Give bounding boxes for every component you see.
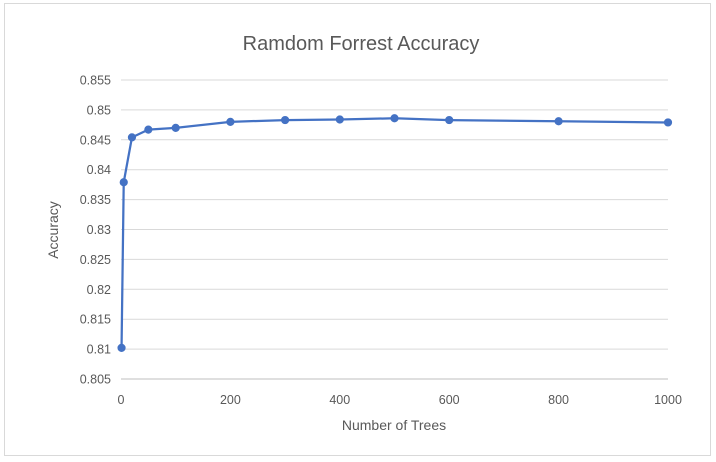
data-point [171, 123, 180, 132]
x-tick-labels: 0 200 400 600 800 1000 [118, 393, 682, 407]
chart-title: Ramdom Forrest Accuracy [243, 33, 480, 55]
x-tick-label: 600 [439, 393, 460, 407]
y-tick-label: 0.85 [87, 103, 111, 117]
x-tick-label: 400 [329, 393, 350, 407]
y-tick-label: 0.835 [80, 193, 111, 207]
y-tick-label: 0.845 [80, 133, 111, 147]
data-point [445, 115, 454, 125]
y-tick-label: 0.825 [80, 253, 111, 267]
x-tick-label: 0 [118, 393, 125, 407]
data-point [663, 118, 673, 127]
gridlines [121, 79, 668, 350]
series [117, 114, 673, 353]
data-point [119, 178, 128, 187]
data-point [335, 115, 344, 124]
y-tick-label: 0.83 [87, 223, 111, 237]
x-tick-label: 800 [548, 393, 569, 407]
y-tick-label: 0.855 [80, 74, 111, 88]
data-point [127, 133, 137, 142]
data-point [554, 117, 563, 126]
y-axis-title: Accuracy [45, 201, 61, 259]
x-tick-label: 1000 [654, 393, 682, 407]
y-tick-labels: 0.805 0.81 0.815 0.82 0.825 0.83 0.835 0.84 0.84… [80, 74, 111, 387]
y-tick-label: 0.815 [80, 313, 111, 327]
data-point [144, 125, 153, 134]
x-tick-label: 200 [220, 393, 241, 407]
y-tick-label: 0.82 [87, 283, 111, 297]
series-line [120, 117, 669, 348]
y-tick-label: 0.81 [87, 343, 111, 357]
x-axis-title: Number of Trees [342, 417, 446, 433]
data-point [281, 115, 290, 125]
y-tick-label: 0.84 [87, 163, 111, 177]
data-point [117, 343, 126, 353]
y-tick-label: 0.805 [80, 373, 111, 387]
data-point [390, 114, 399, 123]
data-point [226, 117, 235, 126]
